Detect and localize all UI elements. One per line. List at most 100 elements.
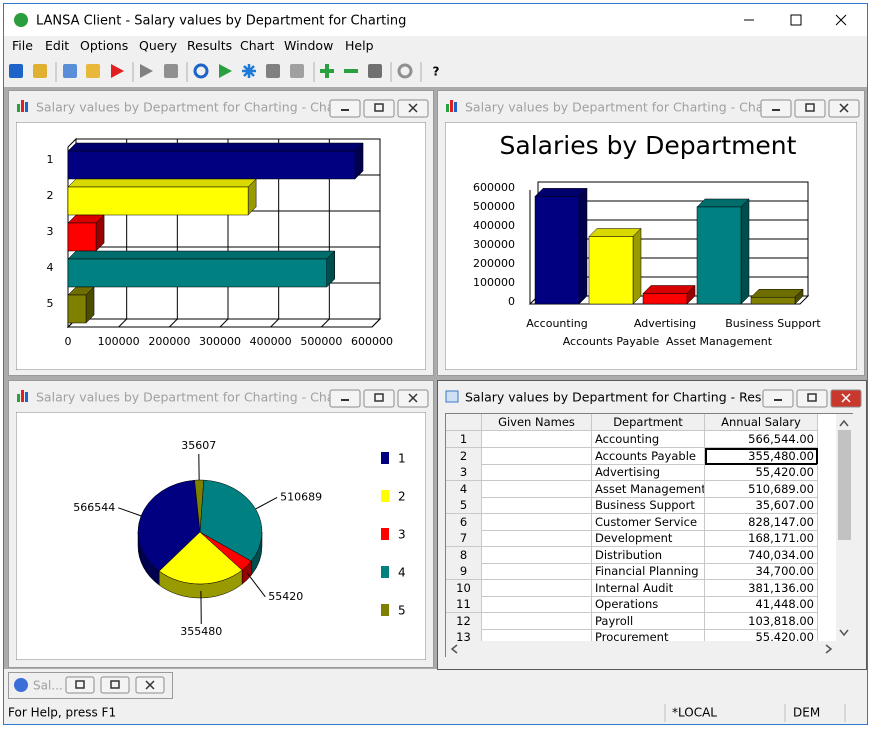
result-grid: Given Names Department Annual Salary 1 Accou… (445, 413, 853, 657)
chart-icon (21, 100, 24, 112)
scroll-thumb[interactable] (838, 430, 851, 540)
glyph (408, 103, 418, 113)
cell: Payroll (592, 612, 705, 630)
maximize-button[interactable] (790, 14, 802, 26)
child-minimize[interactable] (762, 389, 794, 408)
row-header: 1 (446, 431, 482, 448)
column-header[interactable]: Given Names (482, 414, 592, 431)
scroll-track[interactable] (446, 641, 836, 657)
child-restore[interactable] (363, 389, 395, 408)
column-header[interactable]: Department (592, 414, 705, 431)
vertical-scrollbar (836, 414, 853, 657)
status-bar: For Help, press F1 *LOCAL DEM (4, 702, 867, 724)
cell (482, 596, 592, 613)
scroll-arrow[interactable] (450, 644, 458, 654)
toolbar-button[interactable] (368, 64, 382, 78)
chart-icon (454, 102, 457, 112)
scroll-arrow[interactable] (825, 644, 833, 654)
glyph (110, 680, 120, 689)
cell: 381,136.00 (705, 579, 818, 597)
toolbar-button[interactable] (219, 64, 232, 78)
glyph (145, 680, 155, 690)
menu-item[interactable]: Results (187, 38, 233, 53)
menu-item[interactable]: Help (345, 38, 374, 53)
menu-item[interactable]: Chart (240, 38, 275, 53)
child-restore[interactable] (796, 389, 828, 408)
status-partition: DEM (793, 706, 820, 720)
chart: 566544 355480 55420 510689 35607 1 2 3 4 5 (16, 412, 426, 660)
minimized-bar: Sal... (14, 676, 165, 694)
menu-item[interactable]: Options (80, 38, 129, 53)
chart-icon (17, 394, 20, 402)
chart-icon (446, 104, 449, 112)
toolbar-button[interactable] (242, 64, 256, 78)
scroll-arrow[interactable] (839, 629, 849, 637)
x-tick-label: 100000 (98, 335, 140, 348)
x-tick-label: 500000 (300, 335, 342, 348)
cell (482, 612, 592, 630)
close-button[interactable] (835, 14, 847, 26)
cell: 35,607.00 (705, 497, 818, 514)
floor-line (270, 318, 280, 328)
y-tick-label: 0 (508, 295, 515, 308)
toolbar-button[interactable] (86, 64, 100, 78)
child-restore[interactable] (794, 99, 826, 118)
glyph (839, 103, 849, 113)
cell (482, 447, 592, 465)
column-header[interactable] (446, 414, 482, 431)
toolbar-button[interactable] (140, 64, 153, 78)
bar (67, 186, 249, 216)
help-button[interactable]: ? (433, 65, 440, 79)
toolbar-button[interactable] (164, 64, 178, 78)
leader-line (246, 572, 266, 598)
child-minimize[interactable] (329, 389, 361, 408)
title-bar: LANSA Client - Salary values by Departme… (4, 4, 867, 36)
cell: 34,700.00 (705, 563, 818, 580)
cell: 828,147.00 (705, 513, 818, 531)
menu-item[interactable]: Edit (45, 38, 70, 53)
scroll-arrow[interactable] (839, 419, 849, 427)
chart: 0 100000 200000 300000 400000 500000 600000 1 2 3… (16, 122, 426, 370)
child-title: Salary values by Department for Charting… (36, 100, 357, 115)
legend-label: 2 (398, 490, 406, 504)
child-restore[interactable] (363, 99, 395, 118)
toolbar-button[interactable] (33, 64, 47, 78)
cell: 168,171.00 (705, 530, 818, 547)
cell: Operations (592, 596, 705, 613)
row-header: 9 (446, 563, 482, 580)
menu-item[interactable]: Query (139, 38, 177, 53)
status-location: *LOCAL (672, 706, 717, 720)
cell: Customer Service (592, 513, 705, 531)
cell (482, 513, 592, 531)
toolbar-button[interactable] (111, 64, 124, 78)
row-header: 7 (446, 530, 482, 547)
y-tick-label: 100000 (473, 276, 515, 289)
child-minimize[interactable] (760, 99, 792, 118)
cell: Business Support (592, 497, 705, 514)
toolbar-button[interactable] (266, 64, 280, 78)
minimized-button[interactable] (65, 676, 95, 694)
help-icon (14, 678, 28, 692)
toolbar-button[interactable] (290, 64, 304, 78)
toolbar-button[interactable] (193, 63, 209, 79)
chart-icon (17, 104, 20, 112)
row-header: 11 (446, 596, 482, 613)
window-controls (744, 14, 847, 26)
minimized-button[interactable] (100, 676, 130, 694)
menu-item[interactable]: Window (284, 38, 334, 53)
child-title-bar: Salary values by Department for Charting… (441, 94, 861, 120)
bar-top (750, 288, 804, 298)
bar (67, 294, 87, 324)
cell (482, 431, 592, 448)
y-tick-label: 600000 (473, 181, 515, 194)
y-tick-label: 5 (47, 297, 54, 310)
toolbar-button[interactable] (9, 64, 23, 78)
toolbar-button[interactable] (397, 63, 413, 79)
toolbar-button[interactable] (63, 64, 77, 78)
menu-item[interactable]: File (12, 38, 33, 53)
toolbar-button[interactable] (320, 64, 334, 78)
child-minimize[interactable] (329, 99, 361, 118)
cell: 103,818.00 (705, 612, 818, 630)
column-header[interactable]: Annual Salary (705, 414, 818, 431)
horizontal-scrollbar (446, 641, 836, 657)
